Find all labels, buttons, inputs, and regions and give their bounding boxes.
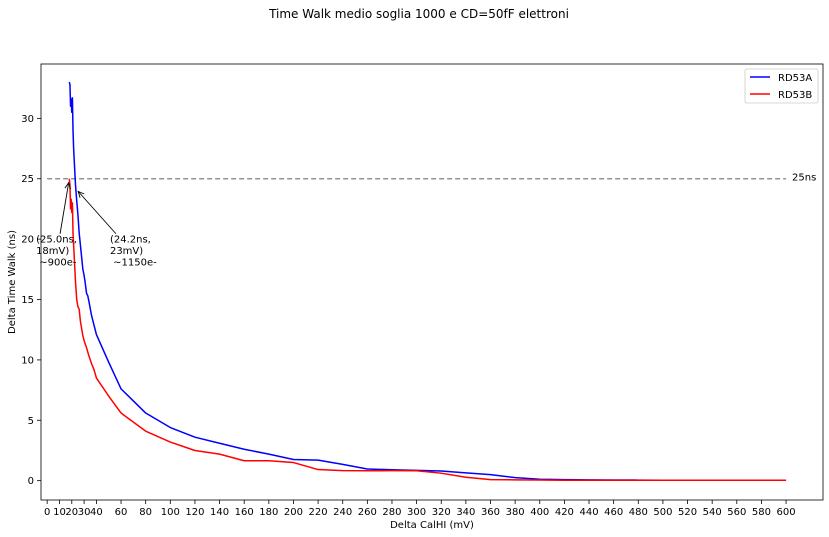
x-tick-label: 220 (309, 507, 328, 518)
annotation-line: 23mV) (110, 246, 143, 257)
x-tick-label: 200 (284, 507, 303, 518)
plot-frame (40, 63, 824, 501)
x-tick-label: 20 (65, 507, 78, 518)
annotation-line: (24.2ns, (110, 235, 151, 246)
annotation-arrow-1 (77, 191, 117, 235)
y-tick-label: 30 (21, 114, 34, 125)
x-tick-label: 440 (579, 507, 598, 518)
annotation-arrowhead-0 (64, 181, 71, 190)
x-tick-label: 280 (382, 507, 401, 518)
x-tick-label: 300 (407, 507, 426, 518)
annotation-line: ~900e- (36, 258, 77, 269)
legend-label-rd53b: RD53B (778, 90, 812, 101)
y-tick-label: 10 (21, 355, 34, 366)
x-tick-label: 240 (333, 507, 352, 518)
y-tick-label: 20 (21, 235, 34, 246)
x-tick-label: 260 (358, 507, 377, 518)
x-tick-label: 580 (752, 507, 771, 518)
x-tick-label: 340 (456, 507, 475, 518)
reference-line-label: 25ns (792, 173, 816, 184)
annotation-text-1: (24.2ns, 23mV) ~1150e- (110, 235, 157, 269)
x-tick-label: 140 (210, 507, 229, 518)
y-tick-label: 0 (28, 476, 34, 487)
x-tick-label: 160 (235, 507, 254, 518)
x-tick-label: 400 (530, 507, 549, 518)
annotation-arrowhead-1 (77, 190, 85, 198)
x-tick-label: 10 (53, 507, 66, 518)
x-tick-label: 520 (678, 507, 697, 518)
annotation-line: ~1150e- (110, 258, 157, 269)
x-tick-label: 80 (139, 507, 152, 518)
series-line-rd53b (68, 178, 787, 482)
x-tick-label: 420 (555, 507, 574, 518)
y-tick-label: 5 (28, 416, 34, 427)
x-tick-label: 460 (604, 507, 623, 518)
x-axis-label: Delta CalHI (mV) (390, 520, 474, 531)
reference-layer: 25ns (47, 173, 816, 184)
annotations-layer: (25.0ns, 18mV) ~900e- (24.2ns, 23mV) ~1150e… (36, 181, 157, 269)
annotation-text-0: (25.0ns, 18mV) ~900e- (36, 235, 77, 269)
x-tick-label: 0 (44, 507, 50, 518)
annotation-line: (25.0ns, (36, 235, 77, 246)
x-tick-label: 380 (506, 507, 525, 518)
series-layer (68, 81, 787, 482)
legend-label-rd53a: RD53A (778, 73, 812, 84)
x-tick-label: 100 (161, 507, 180, 518)
x-tick-label: 180 (259, 507, 278, 518)
x-tick-label: 540 (703, 507, 722, 518)
y-axis-ticks: 0 5 10 15 20 25 30 (21, 114, 41, 487)
x-tick-label: 480 (629, 507, 648, 518)
legend: RD53A RD53B (744, 68, 819, 104)
x-tick-label: 500 (653, 507, 672, 518)
annotation-line: 18mV) (36, 246, 69, 257)
chart-title: Time Walk medio soglia 1000 e CD=50fF el… (268, 7, 569, 21)
y-tick-label: 25 (21, 174, 34, 185)
y-tick-label: 15 (21, 295, 34, 306)
x-tick-label: 40 (90, 507, 103, 518)
x-tick-label: 320 (432, 507, 451, 518)
x-tick-label: 60 (115, 507, 128, 518)
x-tick-label: 600 (777, 507, 796, 518)
x-tick-label: 120 (185, 507, 204, 518)
y-axis-label: Delta Time Walk (ns) (7, 230, 18, 334)
x-tick-label: 360 (481, 507, 500, 518)
x-tick-label: 560 (727, 507, 746, 518)
annotation-arrow-0 (59, 182, 70, 234)
x-axis-ticks: 0 10 20 30 40 60 80 100 120 140 160 180 200 220 240 260… (44, 500, 796, 518)
series-line-rd53a (68, 81, 787, 482)
x-tick-label: 30 (78, 507, 91, 518)
